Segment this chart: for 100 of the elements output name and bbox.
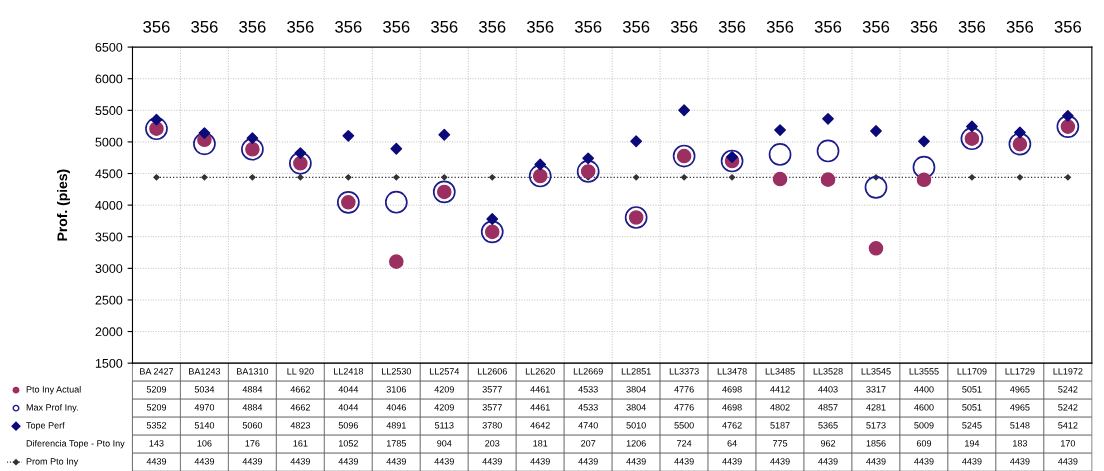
text: Diferencia Tope - Pto Iny (26, 439, 125, 449)
y-tick-label: 3500 (95, 232, 123, 242)
y-tick-label: 4000 (95, 200, 123, 210)
data-label: 4400 (914, 386, 934, 393)
data-label: 4439 (386, 458, 406, 465)
x-tick-label: LL2606 (477, 368, 507, 375)
y-tick-label: 2500 (95, 295, 123, 305)
text: 356 (814, 20, 842, 33)
text: 724 (677, 440, 692, 447)
data-label: 4662 (290, 386, 310, 393)
data-label: 5209 (146, 404, 167, 411)
x-tick-label: BA 2427 (140, 368, 174, 375)
data-label: 4439 (290, 458, 310, 465)
text: 356 (526, 20, 554, 33)
y-tick-label: 5500 (95, 106, 123, 115)
data-label: 4044 (338, 386, 359, 393)
data-label: 4891 (386, 422, 406, 429)
text: 775 (772, 440, 788, 447)
data-label: 4439 (338, 458, 358, 465)
data-label: 4046 (386, 404, 406, 411)
data-label: 4802 (770, 404, 790, 411)
data-label: 3577 (482, 386, 502, 393)
text: 1856 (866, 440, 886, 447)
data-label: 5113 (434, 422, 454, 429)
data-label: 4439 (434, 458, 454, 465)
data-label: 4439 (674, 458, 694, 465)
data-label: 3317 (866, 386, 886, 393)
legend-label: Max Prof Iny. (26, 403, 78, 413)
data-label: 4439 (866, 458, 886, 465)
data-label: 5009 (914, 422, 934, 429)
text: 207 (581, 440, 596, 447)
text: 356 (335, 20, 362, 33)
y-tick-label: 4500 (95, 169, 123, 179)
text: 356 (910, 20, 938, 33)
x-tick-label: LL3478 (717, 368, 747, 375)
x-tick-label: LL3545 (861, 368, 891, 375)
legend-label: Prom Pto Iny (26, 458, 79, 467)
data-label: 4698 (722, 404, 742, 411)
data-label: 5412 (1058, 422, 1078, 429)
data-label: 4439 (578, 458, 598, 465)
data-label: 5051 (962, 404, 982, 411)
data-label: 4884 (242, 386, 263, 393)
data-label: 4439 (146, 458, 167, 465)
x-tick-label: BA1310 (237, 368, 269, 375)
data-label: 4740 (578, 422, 598, 429)
text: 143 (149, 440, 164, 447)
text: 183 (1013, 440, 1028, 447)
data-label: 5140 (194, 422, 215, 429)
text: 904 (437, 440, 452, 447)
data-label: 4965 (1010, 386, 1030, 393)
data-label: 4461 (530, 404, 550, 411)
data-label: 4884 (242, 404, 263, 411)
data-label: 5173 (866, 422, 886, 429)
text: 356 (622, 20, 650, 33)
text: 181 (533, 440, 548, 447)
text: 356 (958, 20, 986, 33)
legend-label: Tope Perf (26, 421, 65, 431)
x-tick-label: LL 920 (287, 368, 314, 375)
data-label: 4412 (770, 386, 790, 393)
data-label: 4044 (338, 404, 359, 411)
data-label: 4439 (962, 458, 982, 465)
data-label: 3577 (482, 404, 502, 411)
data-label: 3106 (386, 386, 406, 393)
text: 356 (478, 20, 506, 33)
text: 356 (862, 20, 890, 33)
data-label: 4439 (242, 458, 263, 465)
text: 194 (965, 440, 980, 447)
data-label: 5096 (338, 422, 358, 429)
data-label: 5148 (1010, 422, 1030, 429)
y-tick-label: 6500 (95, 42, 123, 52)
data-label: 5242 (1058, 404, 1078, 411)
y-tick-label: 2000 (95, 327, 123, 337)
data-label: 4776 (674, 386, 694, 393)
text: 1206 (626, 440, 646, 447)
x-tick-label: LL3373 (669, 368, 699, 375)
y-tick-label: 3000 (95, 264, 123, 273)
text: 356 (766, 20, 794, 33)
x-tick-label: LL2669 (573, 368, 603, 375)
data-label: 5060 (242, 422, 263, 429)
data-label: 4965 (1010, 404, 1030, 411)
x-tick-label: LL3528 (813, 368, 843, 375)
data-label: 5245 (962, 422, 982, 429)
data-label: 4403 (818, 386, 838, 393)
data-label: 4970 (194, 404, 215, 411)
x-tick-label: LL2574 (429, 368, 460, 375)
text: 106 (197, 440, 212, 447)
y-tick-label: 5000 (95, 137, 123, 147)
data-label: 4533 (578, 404, 598, 411)
data-label: 4209 (434, 404, 454, 411)
data-label: 4533 (578, 386, 598, 393)
data-label: 4439 (770, 458, 790, 465)
text: 1785 (386, 440, 406, 447)
x-tick-label: BA1243 (189, 368, 221, 375)
text: 64 (727, 440, 737, 447)
data-label: 4823 (290, 422, 311, 429)
data-label: 5500 (674, 422, 694, 429)
text: 962 (820, 440, 836, 447)
x-tick-label: LL1729 (1005, 368, 1035, 375)
x-tick-label: LL3485 (765, 368, 795, 375)
text: 356 (143, 20, 170, 33)
